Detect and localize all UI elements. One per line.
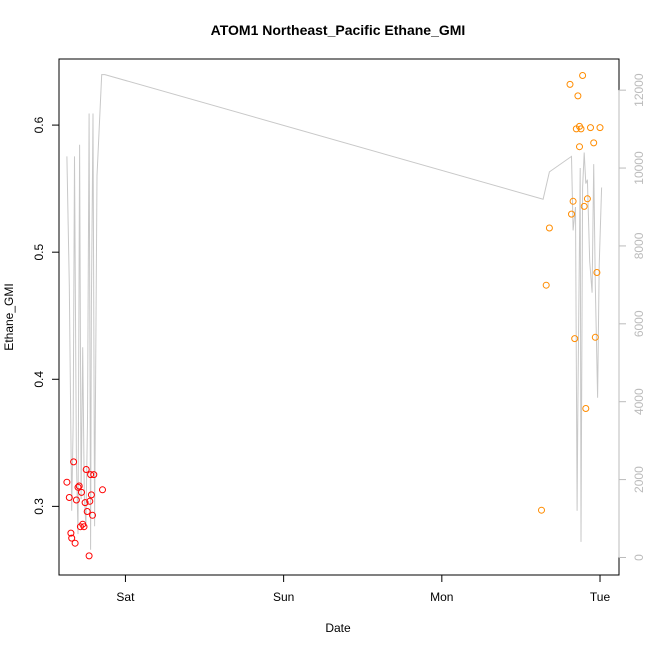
data-point xyxy=(87,471,95,479)
data-point xyxy=(545,224,553,232)
y-axis: 0.3 0.4 0.5 0.6 xyxy=(32,116,60,515)
x-tick-label: Tue xyxy=(590,590,611,604)
chart-title: ATOM1 Northeast_Pacific Ethane_GMI xyxy=(211,22,466,38)
data-point xyxy=(579,72,587,79)
data-point xyxy=(538,506,545,514)
data-point xyxy=(587,124,594,132)
data-point xyxy=(576,143,583,151)
data-point xyxy=(574,92,582,100)
right-tick-label: 0 xyxy=(632,554,646,561)
x-axis-title: Date xyxy=(325,621,351,635)
data-point xyxy=(83,508,91,515)
data-point xyxy=(569,197,577,205)
data-point xyxy=(582,405,590,412)
data-point xyxy=(99,486,106,494)
right-tick-label: 10000 xyxy=(632,151,646,185)
data-point xyxy=(86,497,94,505)
y-tick-label: 0.3 xyxy=(32,498,46,515)
x-axis: Sat Sun Mon Tue xyxy=(116,574,611,604)
data-point xyxy=(90,471,98,479)
data-point xyxy=(70,458,78,466)
data-point xyxy=(81,499,89,507)
data-point xyxy=(89,511,96,519)
data-point xyxy=(596,124,604,132)
data-point xyxy=(74,483,82,491)
data-point xyxy=(68,534,76,542)
y-tick-label: 0.6 xyxy=(32,116,46,133)
series-layer xyxy=(63,72,604,560)
y-tick-label: 0.4 xyxy=(32,371,46,388)
data-point xyxy=(72,496,80,504)
right-tick-label: 6000 xyxy=(632,310,646,337)
data-point xyxy=(577,125,585,133)
right-tick-label: 8000 xyxy=(632,232,646,259)
y-tick-label: 0.5 xyxy=(32,244,46,261)
right-tick-label: 4000 xyxy=(632,388,646,415)
data-point xyxy=(571,335,579,343)
data-point xyxy=(583,195,591,203)
right-tick-label: 2000 xyxy=(632,466,646,493)
right-axis: 0 2000 4000 6000 8000 10000 12000 xyxy=(618,73,646,561)
data-point xyxy=(78,488,85,496)
data-point xyxy=(591,333,599,341)
x-tick-label: Sun xyxy=(273,590,294,604)
plot-frame xyxy=(58,58,620,576)
data-point xyxy=(580,202,588,210)
y-axis-title: Ethane_GMI xyxy=(2,283,16,350)
data-point xyxy=(65,494,73,501)
data-point xyxy=(593,269,601,276)
data-point xyxy=(75,482,83,490)
data-point xyxy=(566,80,574,88)
x-tick-label: Mon xyxy=(430,590,453,604)
data-point xyxy=(568,210,575,218)
data-point xyxy=(85,552,93,560)
data-point xyxy=(67,529,75,537)
data-point xyxy=(63,478,71,486)
right-tick-label: 12000 xyxy=(632,73,646,107)
data-point xyxy=(87,491,95,499)
data-point xyxy=(82,466,90,473)
altitude-line xyxy=(66,74,603,550)
data-point xyxy=(80,523,88,531)
x-tick-label: Sat xyxy=(116,590,135,604)
data-point xyxy=(71,539,79,547)
data-point xyxy=(542,281,550,289)
data-point xyxy=(590,139,598,147)
